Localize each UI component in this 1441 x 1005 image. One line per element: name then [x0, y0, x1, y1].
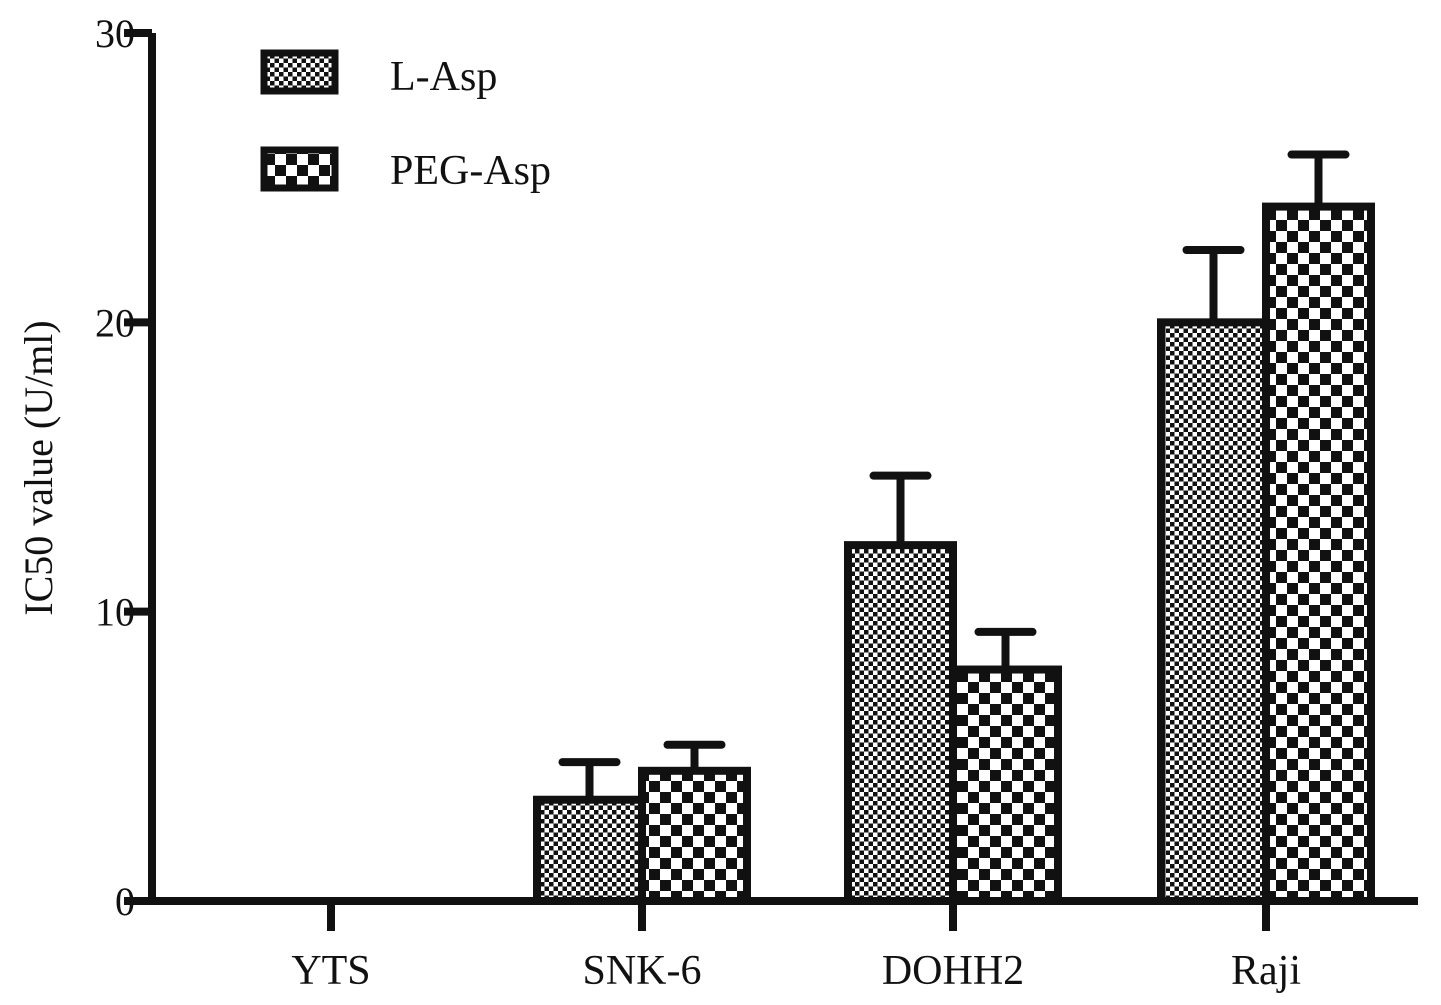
y-tick-label: 0	[115, 879, 135, 924]
y-axis-title: IC50 value (U/ml)	[16, 320, 61, 616]
bar	[844, 541, 957, 905]
bar	[1157, 318, 1270, 906]
legend-swatch-peg-asp	[260, 146, 339, 192]
y-tick-label: 30	[95, 11, 135, 56]
bar	[533, 795, 646, 906]
bar	[638, 766, 751, 905]
legend: L-Asp PEG-Asp	[260, 49, 551, 194]
legend-swatch-l-asp	[260, 49, 339, 95]
y-tick-label: 10	[95, 590, 135, 635]
bars-layer	[533, 150, 1375, 906]
legend-label-l-asp: L-Asp	[390, 54, 497, 100]
bar	[949, 665, 1062, 905]
x-tick-label: SNK-6	[582, 948, 701, 994]
y-tick-label: 20	[95, 300, 135, 345]
x-tick-label: DOHH2	[882, 948, 1024, 994]
bar	[1262, 202, 1375, 906]
x-tick-label: YTS	[291, 948, 370, 994]
legend-label-peg-asp: PEG-Asp	[390, 148, 551, 194]
x-tick-label: Raji	[1231, 948, 1301, 994]
axes-layer: 0 10 20 30 YTS SNK-6 DOHH2 Raji	[95, 11, 1418, 994]
